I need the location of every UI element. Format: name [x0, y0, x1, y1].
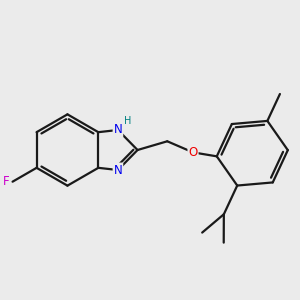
Text: H: H: [124, 116, 131, 126]
Text: O: O: [188, 146, 198, 159]
Text: N: N: [114, 164, 122, 176]
Text: F: F: [3, 175, 10, 188]
Text: N: N: [114, 124, 122, 136]
